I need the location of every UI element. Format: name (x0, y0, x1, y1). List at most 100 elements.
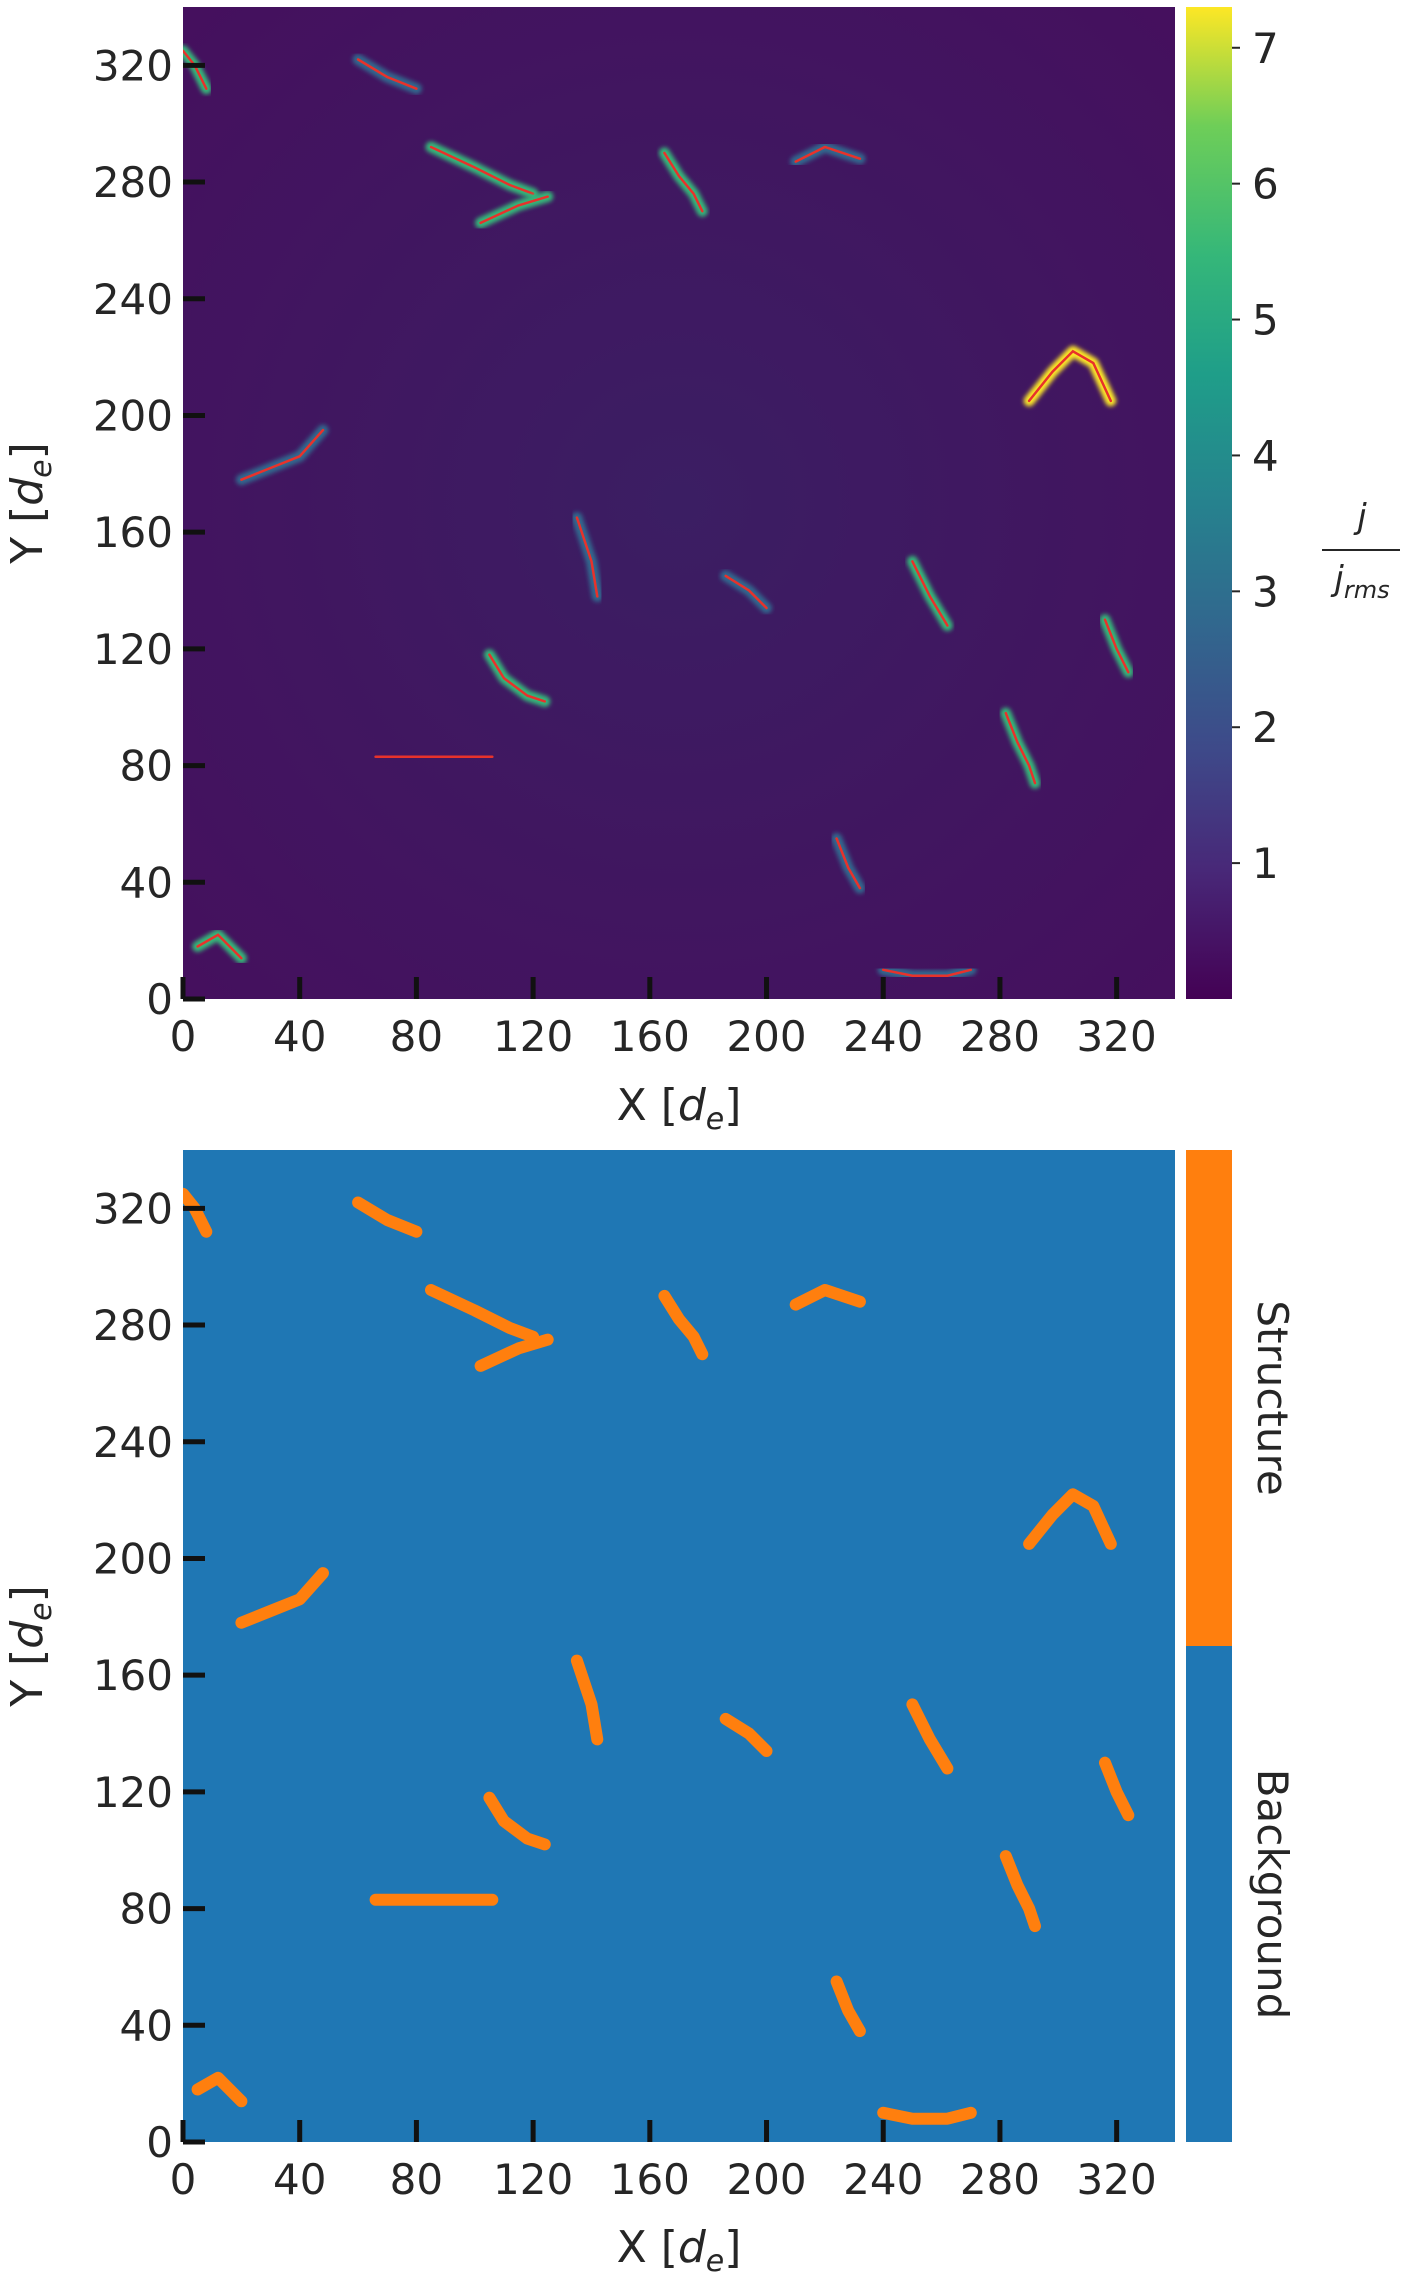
y-tick-label: 40 (120, 2001, 173, 2050)
structure-contour (835, 837, 862, 890)
bottom-panel: 0 40 80 120 160 200 240 280 320 0 40 80 120 160 200 24… (2, 1150, 1297, 2277)
colorbar-tick-label: 4 (1252, 431, 1279, 480)
structure-region (474, 1333, 554, 1372)
structure-contour (240, 428, 325, 481)
colorbar-tick-label: 5 (1252, 296, 1279, 345)
structure-region (483, 1791, 551, 1851)
structure-region (425, 1284, 540, 1343)
x-tick-label: 160 (610, 1012, 690, 1061)
bottom-structures (183, 1187, 1135, 2125)
x-tick-label: 120 (493, 2155, 573, 2204)
y-tick-label: 160 (93, 1651, 173, 1700)
structure-region (352, 1196, 423, 1238)
top-x-axis: 0 40 80 120 160 200 240 280 320 (170, 977, 1157, 1061)
top-y-axis: 0 40 80 120 160 200 240 280 320 (93, 41, 205, 1024)
y-tick-label: 200 (93, 1534, 173, 1583)
y-tick-label: 0 (146, 2118, 173, 2167)
structure-region (906, 1698, 954, 1775)
colorbar-tick-label: 3 (1252, 567, 1279, 616)
x-tick-label: 0 (170, 2155, 197, 2204)
structure-contour (429, 145, 535, 195)
y-tick-label: 240 (93, 275, 173, 324)
y-tick-label: 280 (93, 1301, 173, 1350)
y-tick-label: 320 (93, 41, 173, 90)
colorbar-structure-segment (1186, 1150, 1232, 1646)
structure-contour (488, 653, 547, 703)
structure-region (1099, 1756, 1135, 1822)
y-tick-label: 240 (93, 1418, 173, 1467)
x-tick-label: 200 (726, 1012, 806, 1061)
x-tick-label: 280 (960, 1012, 1040, 1061)
top-panel: 0 40 80 120 160 200 240 280 320 0408012016020024… (2, 7, 1400, 1137)
bottom-heatmap-area (183, 1150, 1175, 2142)
colorbar-label-numerator: j (1353, 497, 1367, 537)
structure-region (570, 1654, 604, 1746)
structure-contour (881, 968, 973, 977)
structure-contour (724, 574, 768, 610)
category-label-background: Background (1248, 1769, 1297, 2020)
structure-region (191, 2071, 248, 2108)
structure-contour (663, 151, 704, 213)
bottom-x-axis-label: X [de] (617, 2222, 742, 2277)
structure-region (719, 1712, 773, 1757)
top-x-axis-label: X [de] (617, 1080, 742, 1137)
structure-region (1023, 1488, 1117, 1550)
x-tick-label: 320 (1077, 2155, 1157, 2204)
colorbar-tick-label: 6 (1252, 160, 1279, 209)
x-tick-label: 240 (843, 1012, 923, 1061)
colorbar-ticks: 1 2 3 4 5 6 7 (1232, 24, 1279, 888)
colorbar-background-segment (1186, 1646, 1232, 2142)
x-tick-label: 320 (1077, 1012, 1157, 1061)
structure-contour (794, 145, 862, 163)
colorbar-gradient (1186, 7, 1232, 999)
structure-contour (1004, 711, 1037, 785)
x-tick-label: 160 (610, 2155, 690, 2204)
structure-contour (1103, 618, 1130, 674)
category-label-structure: Structure (1248, 1300, 1297, 1495)
top-y-axis-label: Y [de] (2, 442, 59, 565)
colorbar-label-denominator: jrms (1330, 559, 1389, 604)
y-tick-label: 80 (120, 742, 173, 791)
top-structures (183, 45, 1134, 982)
structure-contour (196, 933, 243, 960)
y-tick-label: 80 (120, 1885, 173, 1934)
bottom-colorbar: Structure Background (1186, 1150, 1297, 2142)
x-tick-label: 280 (960, 2155, 1040, 2204)
structure-contour (1027, 349, 1113, 403)
y-tick-label: 320 (93, 1184, 173, 1233)
top-heatmap-area (183, 7, 1175, 999)
colorbar-tick-label: 2 (1252, 703, 1279, 752)
structure-region (999, 1850, 1041, 1933)
structure-contour (479, 195, 549, 225)
structure-contour (575, 516, 599, 598)
y-tick-label: 120 (93, 625, 173, 674)
x-tick-label: 200 (726, 2155, 806, 2204)
y-tick-label: 200 (93, 391, 173, 440)
structure-region (789, 1284, 866, 1311)
y-tick-label: 0 (146, 975, 173, 1024)
structure-region (830, 1975, 866, 2038)
x-tick-label: 40 (273, 1012, 326, 1061)
structure-region (877, 2106, 977, 2125)
x-tick-label: 80 (390, 1012, 443, 1061)
y-tick-label: 160 (93, 508, 173, 557)
y-tick-label: 280 (93, 158, 173, 207)
colorbar-label: j jrms (1322, 497, 1400, 604)
x-tick-label: 0 (170, 1012, 197, 1061)
structure-contour (356, 58, 418, 90)
colorbar-tick-label: 1 (1252, 839, 1279, 888)
x-tick-label: 40 (273, 2155, 326, 2204)
structure-region (235, 1567, 329, 1629)
structure-region (658, 1289, 709, 1361)
bottom-y-axis: 0 40 80 120 160 200 240 280 320 (93, 1184, 205, 2167)
y-tick-label: 40 (120, 858, 173, 907)
top-colorbar: 1 2 3 4 5 6 7 j jrms (1186, 7, 1400, 999)
bottom-x-axis: 0 40 80 120 160 200 240 280 320 (170, 2120, 1157, 2204)
y-tick-label: 120 (93, 1768, 173, 1817)
colorbar-tick-label: 7 (1252, 24, 1279, 73)
structure-contour (911, 560, 949, 627)
x-tick-label: 240 (843, 2155, 923, 2204)
bottom-y-axis-label: Y [de] (2, 1585, 59, 1708)
x-tick-label: 120 (493, 1012, 573, 1061)
